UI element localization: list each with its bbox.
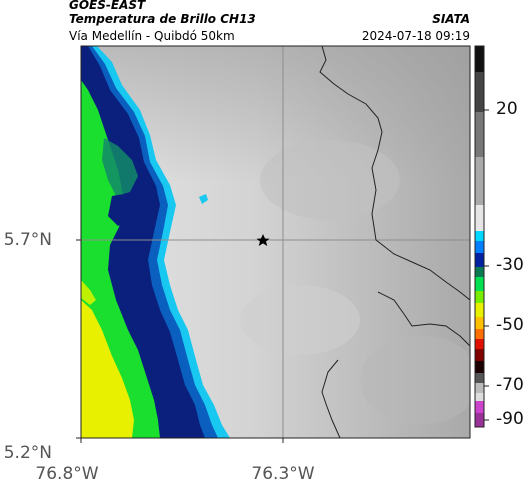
satellite-title: GOES-EAST bbox=[69, 0, 146, 12]
plot-frame bbox=[80, 45, 471, 439]
teal-contour bbox=[102, 138, 138, 196]
yellow-contour bbox=[81, 300, 134, 438]
colorbar bbox=[474, 45, 489, 428]
yellow-green-edge bbox=[81, 280, 96, 305]
product-title: Temperatura de Brillo CH13 bbox=[69, 12, 256, 26]
boundary-line-3 bbox=[321, 359, 341, 438]
cyan-speck bbox=[199, 194, 208, 204]
region-subtitle: Vía Medellín - Quibdó 50km bbox=[69, 29, 235, 43]
colorbar-label: 20 bbox=[496, 99, 518, 119]
colorbar-label: -30 bbox=[496, 255, 524, 275]
datetime-label: 2024-07-18 09:19 bbox=[361, 29, 470, 43]
colorbar-label: -70 bbox=[496, 375, 524, 395]
star-icon bbox=[256, 234, 270, 246]
boundary-line bbox=[319, 46, 470, 301]
y-tick-label: 5.2°N bbox=[3, 443, 52, 463]
map-plot-area bbox=[81, 46, 470, 438]
y-tick-label: 5.7°N bbox=[3, 230, 52, 250]
colorbar-label: -90 bbox=[496, 409, 524, 429]
colorbar-label: -50 bbox=[496, 315, 524, 335]
x-tick-label: 76.8°W bbox=[35, 464, 99, 484]
source-label: SIATA bbox=[432, 12, 470, 26]
x-tick-label: 76.3°W bbox=[251, 464, 315, 484]
navy-core bbox=[108, 194, 132, 226]
boundary-line-2 bbox=[377, 291, 470, 347]
